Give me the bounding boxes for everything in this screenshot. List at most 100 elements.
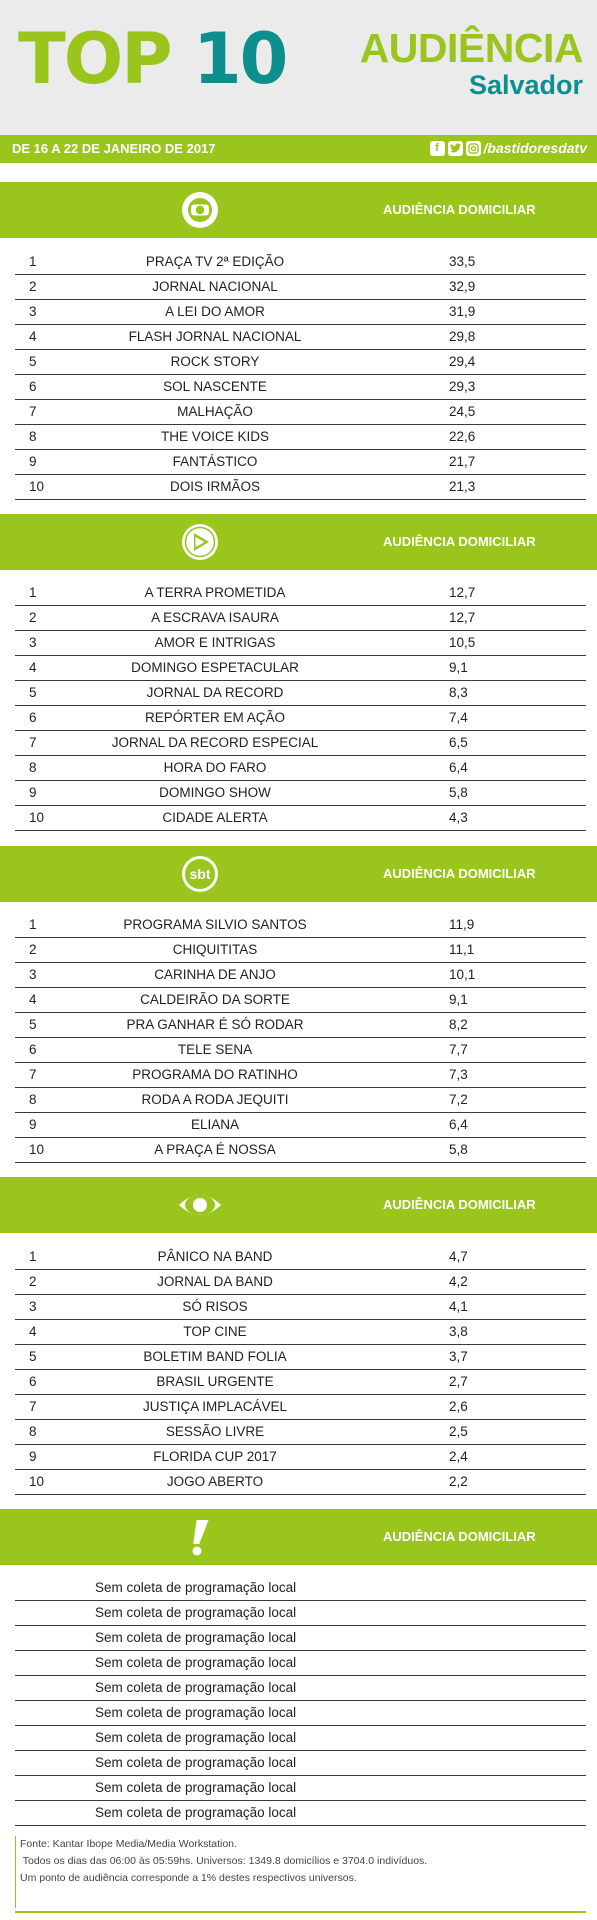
no-data-note: Sem coleta de programação local: [95, 1805, 297, 1820]
audience-value: 6,4: [449, 1117, 468, 1132]
rank: 1: [29, 917, 37, 932]
no-data-note: Sem coleta de programação local: [95, 1605, 297, 1620]
date-bar: DE 16 A 22 DE JANEIRO DE 2017 f /bastido…: [0, 135, 597, 163]
rank: 2: [29, 1274, 37, 1289]
rank: 10: [29, 479, 45, 494]
audience-value: 2,6: [449, 1399, 468, 1414]
audience-value: 2,7: [449, 1374, 468, 1389]
table-row: 3 A LEI DO AMOR 31,9: [15, 300, 586, 325]
rank: 2: [29, 610, 37, 625]
program-name: RODA A RODA JEQUITI: [141, 1092, 289, 1107]
table-row: 5 JORNAL DA RECORD 8,3: [15, 681, 586, 706]
table-row: 2 A ESCRAVA ISAURA 12,7: [15, 606, 586, 631]
list-item: Sem coleta de programação local: [15, 1676, 586, 1701]
rank: 8: [29, 760, 37, 775]
audience-value: 4,1: [449, 1299, 468, 1314]
section-bar: AUDIÊNCIA DOMICILIAR: [0, 1509, 597, 1565]
audience-value: 32,9: [449, 279, 476, 294]
sbt-icon: sbt: [182, 856, 218, 892]
table-row: 6 TELE SENA 7,7: [15, 1038, 586, 1063]
audience-value: 21,3: [449, 479, 476, 494]
rank: 1: [29, 1249, 37, 1264]
band-icon: [179, 1195, 221, 1215]
section-bar: AUDIÊNCIA DOMICILIAR: [0, 1177, 597, 1233]
table-row: 8 HORA DO FARO 6,4: [15, 756, 586, 781]
program-name: DOIS IRMÃOS: [169, 479, 260, 494]
rank: 3: [29, 967, 37, 982]
program-name: FLASH JORNAL NACIONAL: [128, 329, 302, 344]
table-row: 9 ELIANA 6,4: [15, 1113, 586, 1138]
program-name: HORA DO FARO: [163, 760, 267, 775]
table-row: 2 JORNAL NACIONAL 32,9: [15, 275, 586, 300]
list-item: Sem coleta de programação local: [15, 1576, 586, 1601]
table-row: 1 A TERRA PROMETIDA 12,7: [15, 581, 586, 606]
program-name: AMOR E INTRIGAS: [154, 635, 276, 650]
program-name: FANTÁSTICO: [172, 454, 258, 469]
rank: 1: [29, 585, 37, 600]
list-item: Sem coleta de programação local: [15, 1776, 586, 1801]
rank: 6: [29, 1042, 37, 1057]
table-row: 10 DOIS IRMÃOS 21,3: [15, 475, 586, 500]
table-row: 8 SESSÃO LIVRE 2,5: [15, 1420, 586, 1445]
audience-value: 6,4: [449, 760, 468, 775]
section-bar: sbt AUDIÊNCIA DOMICILIAR: [0, 846, 597, 902]
audience-title-block: AUDIÊNCIA Salvador: [360, 28, 584, 99]
audience-value: 2,2: [449, 1474, 468, 1489]
top-word: TOP: [18, 18, 173, 100]
audience-value: 4,2: [449, 1274, 468, 1289]
program-name: CIDADE ALERTA: [162, 810, 268, 825]
date-range: DE 16 A 22 DE JANEIRO DE 2017: [12, 141, 216, 156]
rank: 5: [29, 1349, 37, 1364]
ranking-list-globo: 1 PRAÇA TV 2ª EDIÇÃO 33,5 2 JORNAL NACIONAL…: [15, 250, 586, 500]
footer-point-note: Um ponto de audiência corresponde a 1% d…: [20, 1872, 357, 1884]
program-name: TOP CINE: [183, 1324, 247, 1339]
rank: 5: [29, 354, 37, 369]
audience-value: 8,2: [449, 1017, 468, 1032]
rank: 6: [29, 710, 37, 725]
table-row: 9 FANTÁSTICO 21,7: [15, 450, 586, 475]
ranking-list-record: 1 A TERRA PROMETIDA 12,7 2 A ESCRAVA ISAURA…: [15, 581, 586, 831]
section-redetv: AUDIÊNCIA DOMICILIAR: [0, 1509, 597, 1565]
audience-value: 8,3: [449, 685, 468, 700]
table-row: 2 CHIQUITITAS 11,1: [15, 938, 586, 963]
audience-value: 10,5: [449, 635, 476, 650]
rank: 8: [29, 1424, 37, 1439]
list-item: Sem coleta de programação local: [15, 1651, 586, 1676]
program-name: SÓ RISOS: [182, 1299, 248, 1314]
audience-value: 11,9: [449, 917, 475, 932]
ranking-list-band: 1 PÂNICO NA BAND 4,7 2 JORNAL DA BAND 4,2 3 S…: [15, 1245, 586, 1495]
section-record: AUDIÊNCIA DOMICILIAR: [0, 514, 597, 570]
list-item: Sem coleta de programação local: [15, 1801, 586, 1826]
instagram-icon[interactable]: [465, 140, 481, 156]
audience-value: 9,1: [449, 660, 468, 675]
audience-value: 10,1: [449, 967, 476, 982]
table-row: 4 CALDEIRÃO DA SORTE 9,1: [15, 988, 586, 1013]
footer-universe: Todos os dias das 06:00 às 05:59hs. Univ…: [20, 1855, 428, 1867]
facebook-icon[interactable]: f: [429, 140, 445, 156]
rank: 9: [29, 1117, 37, 1132]
program-name: BRASIL URGENTE: [156, 1374, 274, 1389]
audience-value: 29,3: [449, 379, 476, 394]
table-row: 4 TOP CINE 3,8: [15, 1320, 586, 1345]
program-name: PÂNICO NA BAND: [157, 1249, 273, 1264]
rank: 3: [29, 635, 37, 650]
list-item: Sem coleta de programação local: [15, 1751, 586, 1776]
no-data-note: Sem coleta de programação local: [95, 1705, 297, 1720]
table-row: 8 RODA A RODA JEQUITI 7,2: [15, 1088, 586, 1113]
program-name: JORNAL DA RECORD ESPECIAL: [111, 735, 319, 750]
no-data-note: Sem coleta de programação local: [95, 1630, 297, 1645]
rank: 8: [29, 429, 37, 444]
twitter-icon[interactable]: [447, 140, 463, 156]
rank: 6: [29, 1374, 37, 1389]
audience-value: 22,6: [449, 429, 476, 444]
audience-value: 21,7: [449, 454, 476, 469]
table-row: 7 JORNAL DA RECORD ESPECIAL 6,5: [15, 731, 586, 756]
program-name: MALHAÇÃO: [177, 404, 253, 419]
rank: 10: [29, 810, 45, 825]
program-name: FLORIDA CUP 2017: [153, 1449, 277, 1464]
table-row: 1 PROGRAMA SILVIO SANTOS 11,9: [15, 913, 586, 938]
bottom-divider: [15, 1911, 586, 1913]
social-handle[interactable]: /bastidoresdatv: [483, 140, 587, 156]
rank: 7: [29, 1067, 37, 1082]
table-row: 5 ROCK STORY 29,4: [15, 350, 586, 375]
